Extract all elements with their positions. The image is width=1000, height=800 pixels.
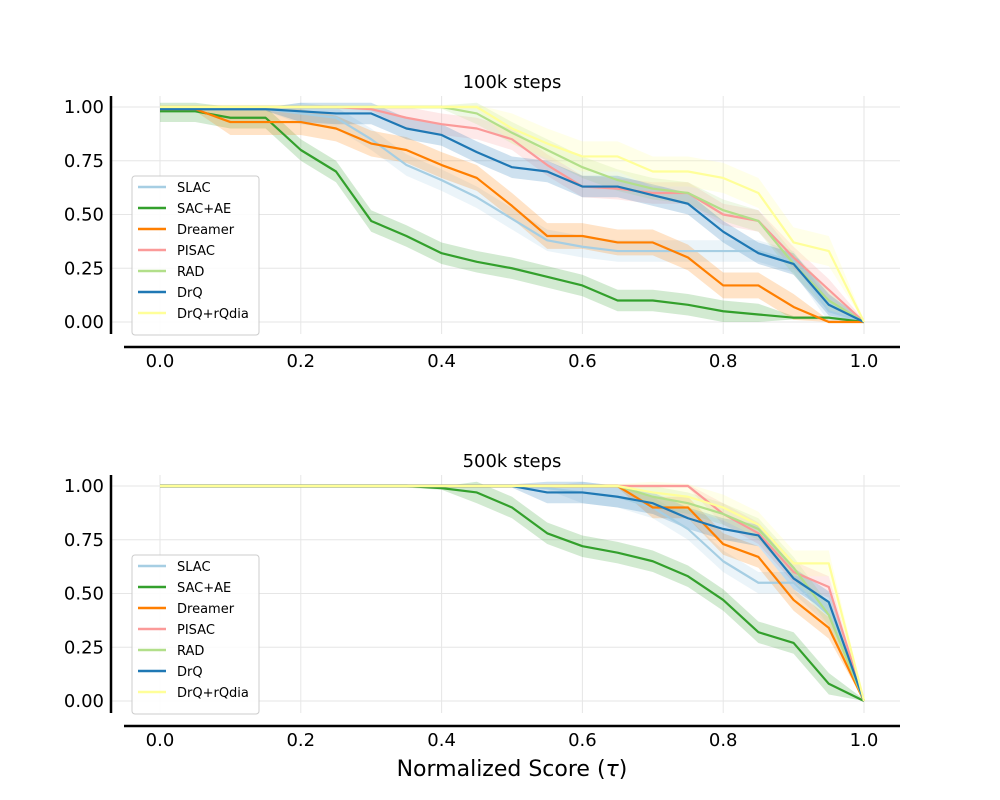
legend-label: DrQ+rQdia — [177, 686, 249, 701]
x-tick-label: 0.6 — [568, 351, 597, 372]
y-tick-label: 0.25 — [64, 258, 104, 279]
x-tick-label: 0.2 — [286, 351, 315, 372]
x-tick-label: 0.4 — [427, 351, 456, 372]
series-group — [160, 481, 866, 702]
band-dreamer — [160, 107, 864, 322]
x-tick-label: 1.0 — [850, 730, 879, 751]
legend-label: RAD — [177, 644, 204, 659]
legend-item: DrQ — [138, 286, 203, 301]
x-tick-label: 0.0 — [146, 730, 175, 751]
line-sac-ae — [160, 110, 865, 324]
legend-item: DrQ — [138, 665, 203, 680]
band-sac-ae — [160, 102, 864, 322]
x-tick-label: 0.0 — [146, 351, 175, 372]
x-tick-label: 0.8 — [709, 351, 738, 372]
legend-label: RAD — [177, 265, 204, 280]
y-tick-label: 0.00 — [64, 691, 104, 712]
x-tick-label: 0.2 — [286, 730, 315, 751]
legend: SLAC SAC+AE Dreamer PISAC RAD DrQ DrQ+rQdia — [131, 554, 260, 715]
line-drq-rqdia — [160, 484, 866, 702]
legend-frame — [131, 554, 260, 715]
legend-item: PISAC — [138, 244, 215, 259]
panel-title: 100k steps — [463, 72, 562, 93]
line-drq-rqdia — [160, 105, 865, 323]
line-drq — [160, 108, 865, 323]
legend-label: PISAC — [177, 244, 215, 259]
legend-item: Dreamer — [138, 602, 235, 617]
band-slac — [160, 102, 864, 322]
band-drq-rqdia — [160, 104, 864, 323]
legend-label: DrQ — [177, 665, 203, 680]
legend-item: PISAC — [138, 623, 215, 638]
legend-frame — [131, 175, 260, 336]
series-group — [160, 102, 865, 324]
line-dreamer — [160, 108, 864, 324]
legend-label: DrQ+rQdia — [177, 307, 249, 322]
x-tick-label: 0.6 — [568, 730, 597, 751]
legend-item: DrQ+rQdia — [138, 686, 249, 701]
y-tick-label: 1.00 — [64, 476, 104, 497]
band-slac — [160, 481, 864, 701]
y-tick-label: 1.00 — [64, 97, 104, 118]
legend-label: DrQ — [177, 286, 203, 301]
legend-item: SLAC — [138, 560, 211, 575]
y-tick-label: 0.75 — [64, 151, 104, 172]
legend-item: SAC+AE — [138, 581, 231, 596]
legend-label: PISAC — [177, 623, 215, 638]
legend-item: SAC+AE — [138, 202, 231, 217]
legend-label: SLAC — [177, 181, 211, 196]
legend-item: RAD — [138, 265, 204, 280]
legend-label: SAC+AE — [177, 581, 231, 596]
legend-item: Dreamer — [138, 223, 235, 238]
panel-100k-steps: 0.00 0.25 0.50 0.75 1.00 0.0 0.2 0.4 0.6 0.8 1.0 SL… — [64, 72, 900, 372]
x-tick-label: 0.4 — [427, 730, 456, 751]
panel-500k-steps: 0.00 0.25 0.50 0.75 1.00 0.0 0.2 0.4 0.6 0.8 1.0 SL… — [64, 451, 900, 751]
x-axis-label: Normalized Score (τ) — [397, 757, 628, 782]
y-tick-label: 0.25 — [64, 637, 104, 658]
y-tick-label: 0.50 — [64, 584, 104, 605]
legend: SLAC SAC+AE Dreamer PISAC RAD DrQ DrQ+rQdia — [131, 175, 260, 336]
band-sac-ae — [160, 481, 864, 701]
legend-item: DrQ+rQdia — [138, 307, 249, 322]
x-tick-label: 1.0 — [850, 351, 879, 372]
legend-label: SLAC — [177, 560, 211, 575]
y-tick-label: 0.00 — [64, 312, 104, 333]
legend-item: RAD — [138, 644, 204, 659]
legend-label: SAC+AE — [177, 202, 231, 217]
legend-label: Dreamer — [177, 223, 235, 238]
legend-label: Dreamer — [177, 602, 235, 617]
y-tick-label: 0.75 — [64, 530, 104, 551]
x-tick-label: 0.8 — [709, 730, 738, 751]
band-rad — [160, 102, 864, 322]
y-tick-label: 0.50 — [64, 205, 104, 226]
panel-title: 500k steps — [463, 451, 562, 472]
legend-item: SLAC — [138, 181, 211, 196]
